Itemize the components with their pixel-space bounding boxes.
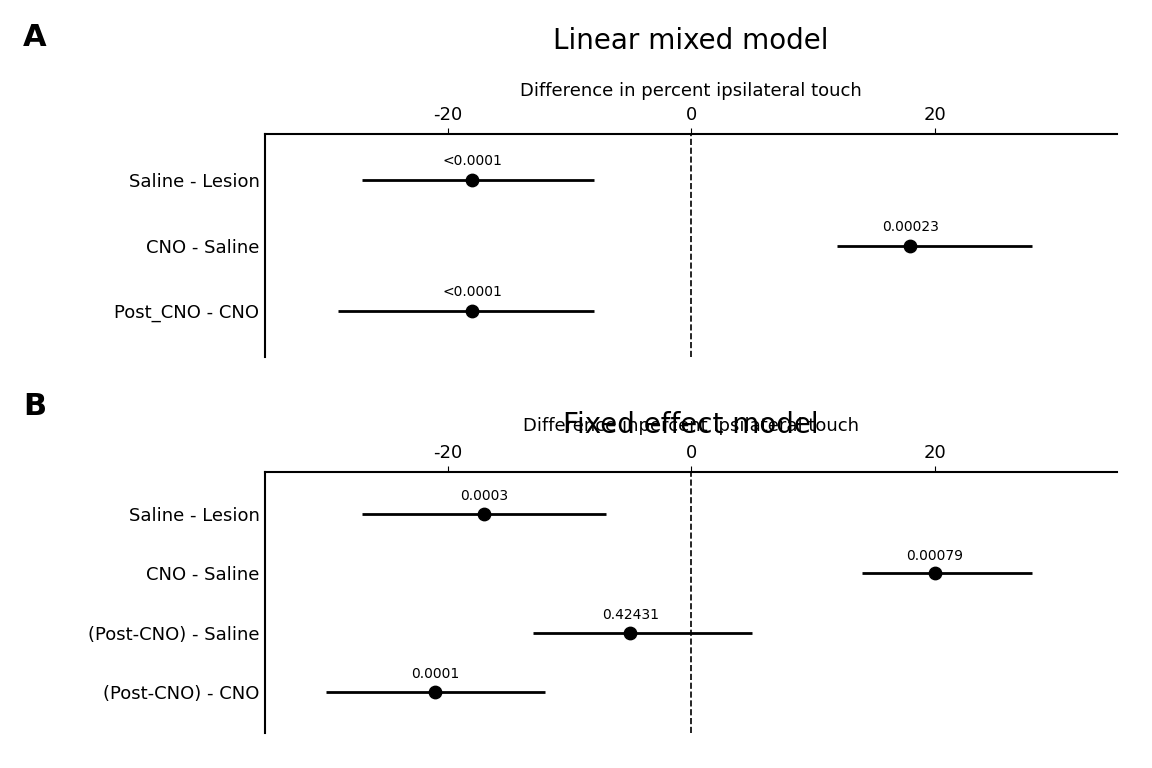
- Text: 0.00079: 0.00079: [907, 548, 963, 562]
- Point: [475, 508, 493, 520]
- Point: [621, 627, 639, 639]
- Text: Difference inpercent ipsilateral touch: Difference inpercent ipsilateral touch: [523, 418, 859, 435]
- Text: Linear mixed model: Linear mixed model: [553, 27, 829, 55]
- Point: [925, 567, 943, 579]
- Text: Fixed effect model: Fixed effect model: [563, 411, 819, 439]
- Point: [901, 240, 919, 252]
- Text: 0.42431: 0.42431: [601, 607, 659, 622]
- Point: [463, 305, 482, 317]
- Text: 0.0001: 0.0001: [411, 667, 460, 681]
- Text: Difference in percent ipsilateral touch: Difference in percent ipsilateral touch: [521, 82, 862, 100]
- Text: B: B: [23, 392, 46, 421]
- Text: 0.0003: 0.0003: [460, 489, 508, 503]
- Text: 0.00023: 0.00023: [882, 220, 939, 234]
- Text: A: A: [23, 23, 47, 52]
- Text: <0.0001: <0.0001: [442, 286, 502, 300]
- Point: [426, 686, 445, 698]
- Text: <0.0001: <0.0001: [442, 154, 502, 168]
- Point: [463, 174, 482, 187]
